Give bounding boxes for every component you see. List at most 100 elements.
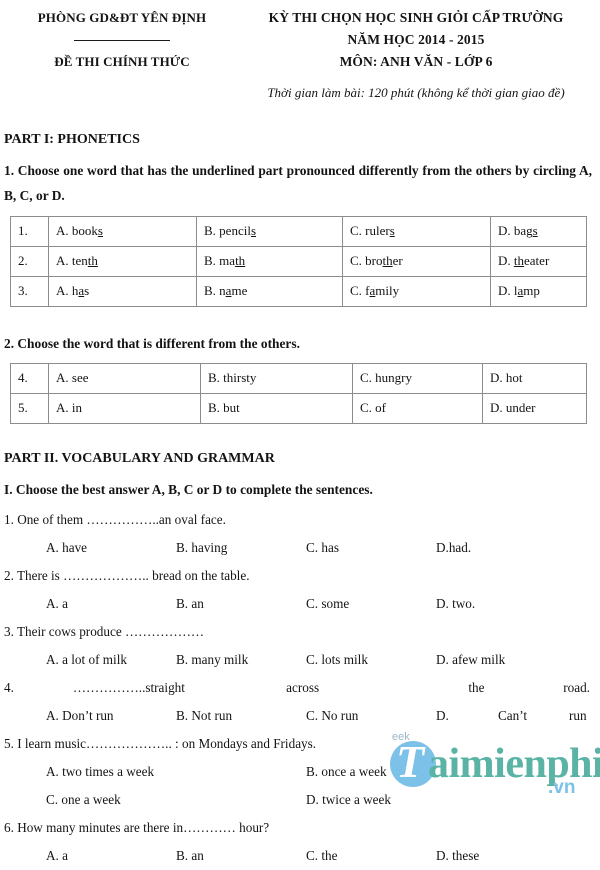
option-d-cell[interactable]: D. lamp — [490, 276, 587, 307]
question-2-option-d[interactable]: D. two. — [436, 596, 476, 611]
option-c-cell[interactable]: C. brother — [342, 246, 491, 277]
question-5-stem: 5. I learn music……………….. : on Mondays an… — [4, 736, 317, 751]
question-4-option-d-letter[interactable]: D. — [436, 708, 449, 723]
word-suffix: s — [84, 283, 90, 298]
question-1-option-a[interactable]: A. have — [46, 540, 88, 555]
question-3-stem: 3. Their cows produce ……………… — [4, 624, 205, 639]
subject-and-grade: MÔN: ANH VĂN - LỚP 6 — [339, 54, 493, 69]
question-3-option-d[interactable]: D. afew milk — [436, 652, 506, 667]
option-b-cell[interactable]: B. thirsty — [200, 363, 353, 394]
option-a-cell[interactable]: A. books — [48, 216, 197, 247]
option-letter: A. — [56, 253, 72, 268]
option-a-cell[interactable]: A. see — [48, 363, 201, 394]
question-1-stem: 1. One of them ……………..an oval face. — [4, 512, 226, 527]
word-prefix: n — [219, 283, 226, 298]
question-1-option-d[interactable]: D.had. — [436, 540, 472, 555]
option-a-cell[interactable]: A. in — [48, 393, 201, 424]
option-d-cell[interactable]: D. bags — [490, 216, 587, 247]
question-5-option-a[interactable]: A. two times a week — [46, 764, 155, 779]
option-b-cell[interactable]: B. name — [196, 276, 343, 307]
word-prefix: ma — [219, 253, 236, 268]
underlined-part: s — [250, 223, 256, 238]
part-1-title: PART I: PHONETICS — [4, 132, 140, 147]
question-6-options: A. a B. an C. the D. these — [4, 842, 592, 870]
option-letter: B. — [208, 370, 224, 385]
option-b-cell[interactable]: B. math — [196, 246, 343, 277]
question-3-option-b[interactable]: B. many milk — [176, 652, 249, 667]
question-1-option-c[interactable]: C. has — [306, 540, 339, 555]
option-letter: C. — [350, 253, 366, 268]
question-4-option-a[interactable]: A. Don’t run — [46, 708, 114, 723]
option-letter: D. — [498, 253, 514, 268]
option-c-cell[interactable]: C. hungry — [352, 363, 483, 394]
table-row: 2. A. tenth B. math C. brother D. theate… — [10, 246, 587, 277]
option-c-cell[interactable]: C. rulers — [342, 216, 491, 247]
word-suffix: er — [392, 253, 403, 268]
option-letter: D. — [498, 223, 514, 238]
exam-title: KỲ THI CHỌN HỌC SINH GIỎI CẤP TRƯỜNG — [268, 10, 564, 25]
underlined-part: a — [78, 283, 85, 298]
underlined-part: th — [87, 253, 98, 268]
underlined-part: s — [532, 223, 538, 238]
underlined-part: a — [517, 283, 524, 298]
row-number: 5. — [10, 393, 49, 424]
question-4-option-d-word-1[interactable]: Can’t — [498, 708, 528, 723]
question-6-option-c[interactable]: C. the — [306, 848, 338, 863]
option-b-cell[interactable]: B. pencils — [196, 216, 343, 247]
question-3-option-c[interactable]: C. lots milk — [306, 652, 368, 667]
question-2-option-b[interactable]: B. an — [176, 596, 204, 611]
option-letter: D. — [490, 370, 506, 385]
option-letter: B. — [204, 253, 220, 268]
word-text: hungry — [375, 370, 413, 385]
row-number: 2. — [10, 246, 49, 277]
question-5-option-c[interactable]: C. one a week — [46, 792, 121, 807]
option-d-cell[interactable]: D. under — [482, 393, 587, 424]
word-prefix: book — [71, 223, 98, 238]
question-3-options: A. a lot of milk B. many milk C. lots mi… — [4, 646, 592, 674]
option-letter: C. — [350, 223, 366, 238]
option-a-cell[interactable]: A. has — [48, 276, 197, 307]
option-c-cell[interactable]: C. family — [342, 276, 491, 307]
question-1-option-b[interactable]: B. having — [176, 540, 228, 555]
question-5-option-d[interactable]: D. twice a week — [306, 792, 391, 807]
question-6-option-b[interactable]: B. an — [176, 848, 204, 863]
word-text: see — [71, 370, 89, 385]
question-6-stem: 6. How many minutes are there in………… hou… — [4, 820, 270, 835]
question-2-stem: 2. There is ……………….. bread on the table. — [4, 568, 250, 583]
option-letter: A. — [56, 400, 72, 415]
option-c-cell[interactable]: C. of — [352, 393, 483, 424]
row-number: 3. — [10, 276, 49, 307]
header-right-block: KỲ THI CHỌN HỌC SINH GIỎI CẤP TRƯỜNG NĂM… — [238, 6, 594, 104]
question-6-option-a[interactable]: A. a — [46, 848, 68, 863]
question-5-options-row-2: C. one a week D. twice a week — [4, 786, 592, 814]
option-d-cell[interactable]: D. theater — [490, 246, 587, 277]
department-name: PHÒNG GD&ĐT YÊN ĐỊNH — [37, 10, 207, 25]
option-letter: A. — [56, 370, 72, 385]
table-row: 1. A. books B. pencils C. rulers D. bags — [10, 216, 587, 247]
question-2-option-c[interactable]: C. some — [306, 596, 350, 611]
option-a-cell[interactable]: A. tenth — [48, 246, 197, 277]
word-text: hot — [505, 370, 523, 385]
phonetics-table-2-body: 4. A. see B. thirsty C. hungry D. hot 5.… — [10, 363, 587, 424]
question-2-option-a[interactable]: A. a — [46, 596, 68, 611]
question-4-options: A. Don’t run B. Not run C. No run D. Can… — [4, 702, 592, 730]
word-prefix: ten — [71, 253, 88, 268]
question-5-option-b[interactable]: B. once a week — [306, 764, 387, 779]
option-b-cell[interactable]: B. but — [200, 393, 353, 424]
question-4-option-d-word-2[interactable]: run — [569, 708, 587, 723]
word-suffix: mily — [375, 283, 400, 298]
question-4-segment-1: ……………..straight — [72, 680, 185, 695]
option-d-cell[interactable]: D. hot — [482, 363, 587, 394]
underlined-part: th — [513, 253, 525, 268]
word-prefix: l — [513, 283, 518, 298]
word-prefix: bag — [513, 223, 533, 238]
question-3-option-a[interactable]: A. a lot of milk — [46, 652, 127, 667]
word-text: under — [505, 400, 536, 415]
question-6-option-d[interactable]: D. these — [436, 848, 480, 863]
word-prefix: h — [71, 283, 79, 298]
question-4-option-b[interactable]: B. Not run — [176, 708, 233, 723]
exam-duration-note: Thời gian làm bài: 120 phút (không kể th… — [267, 85, 565, 100]
part-2-title: PART II. VOCABULARY AND GRAMMAR — [4, 451, 275, 466]
option-letter: B. — [204, 283, 220, 298]
question-4-option-c[interactable]: C. No run — [306, 708, 359, 723]
